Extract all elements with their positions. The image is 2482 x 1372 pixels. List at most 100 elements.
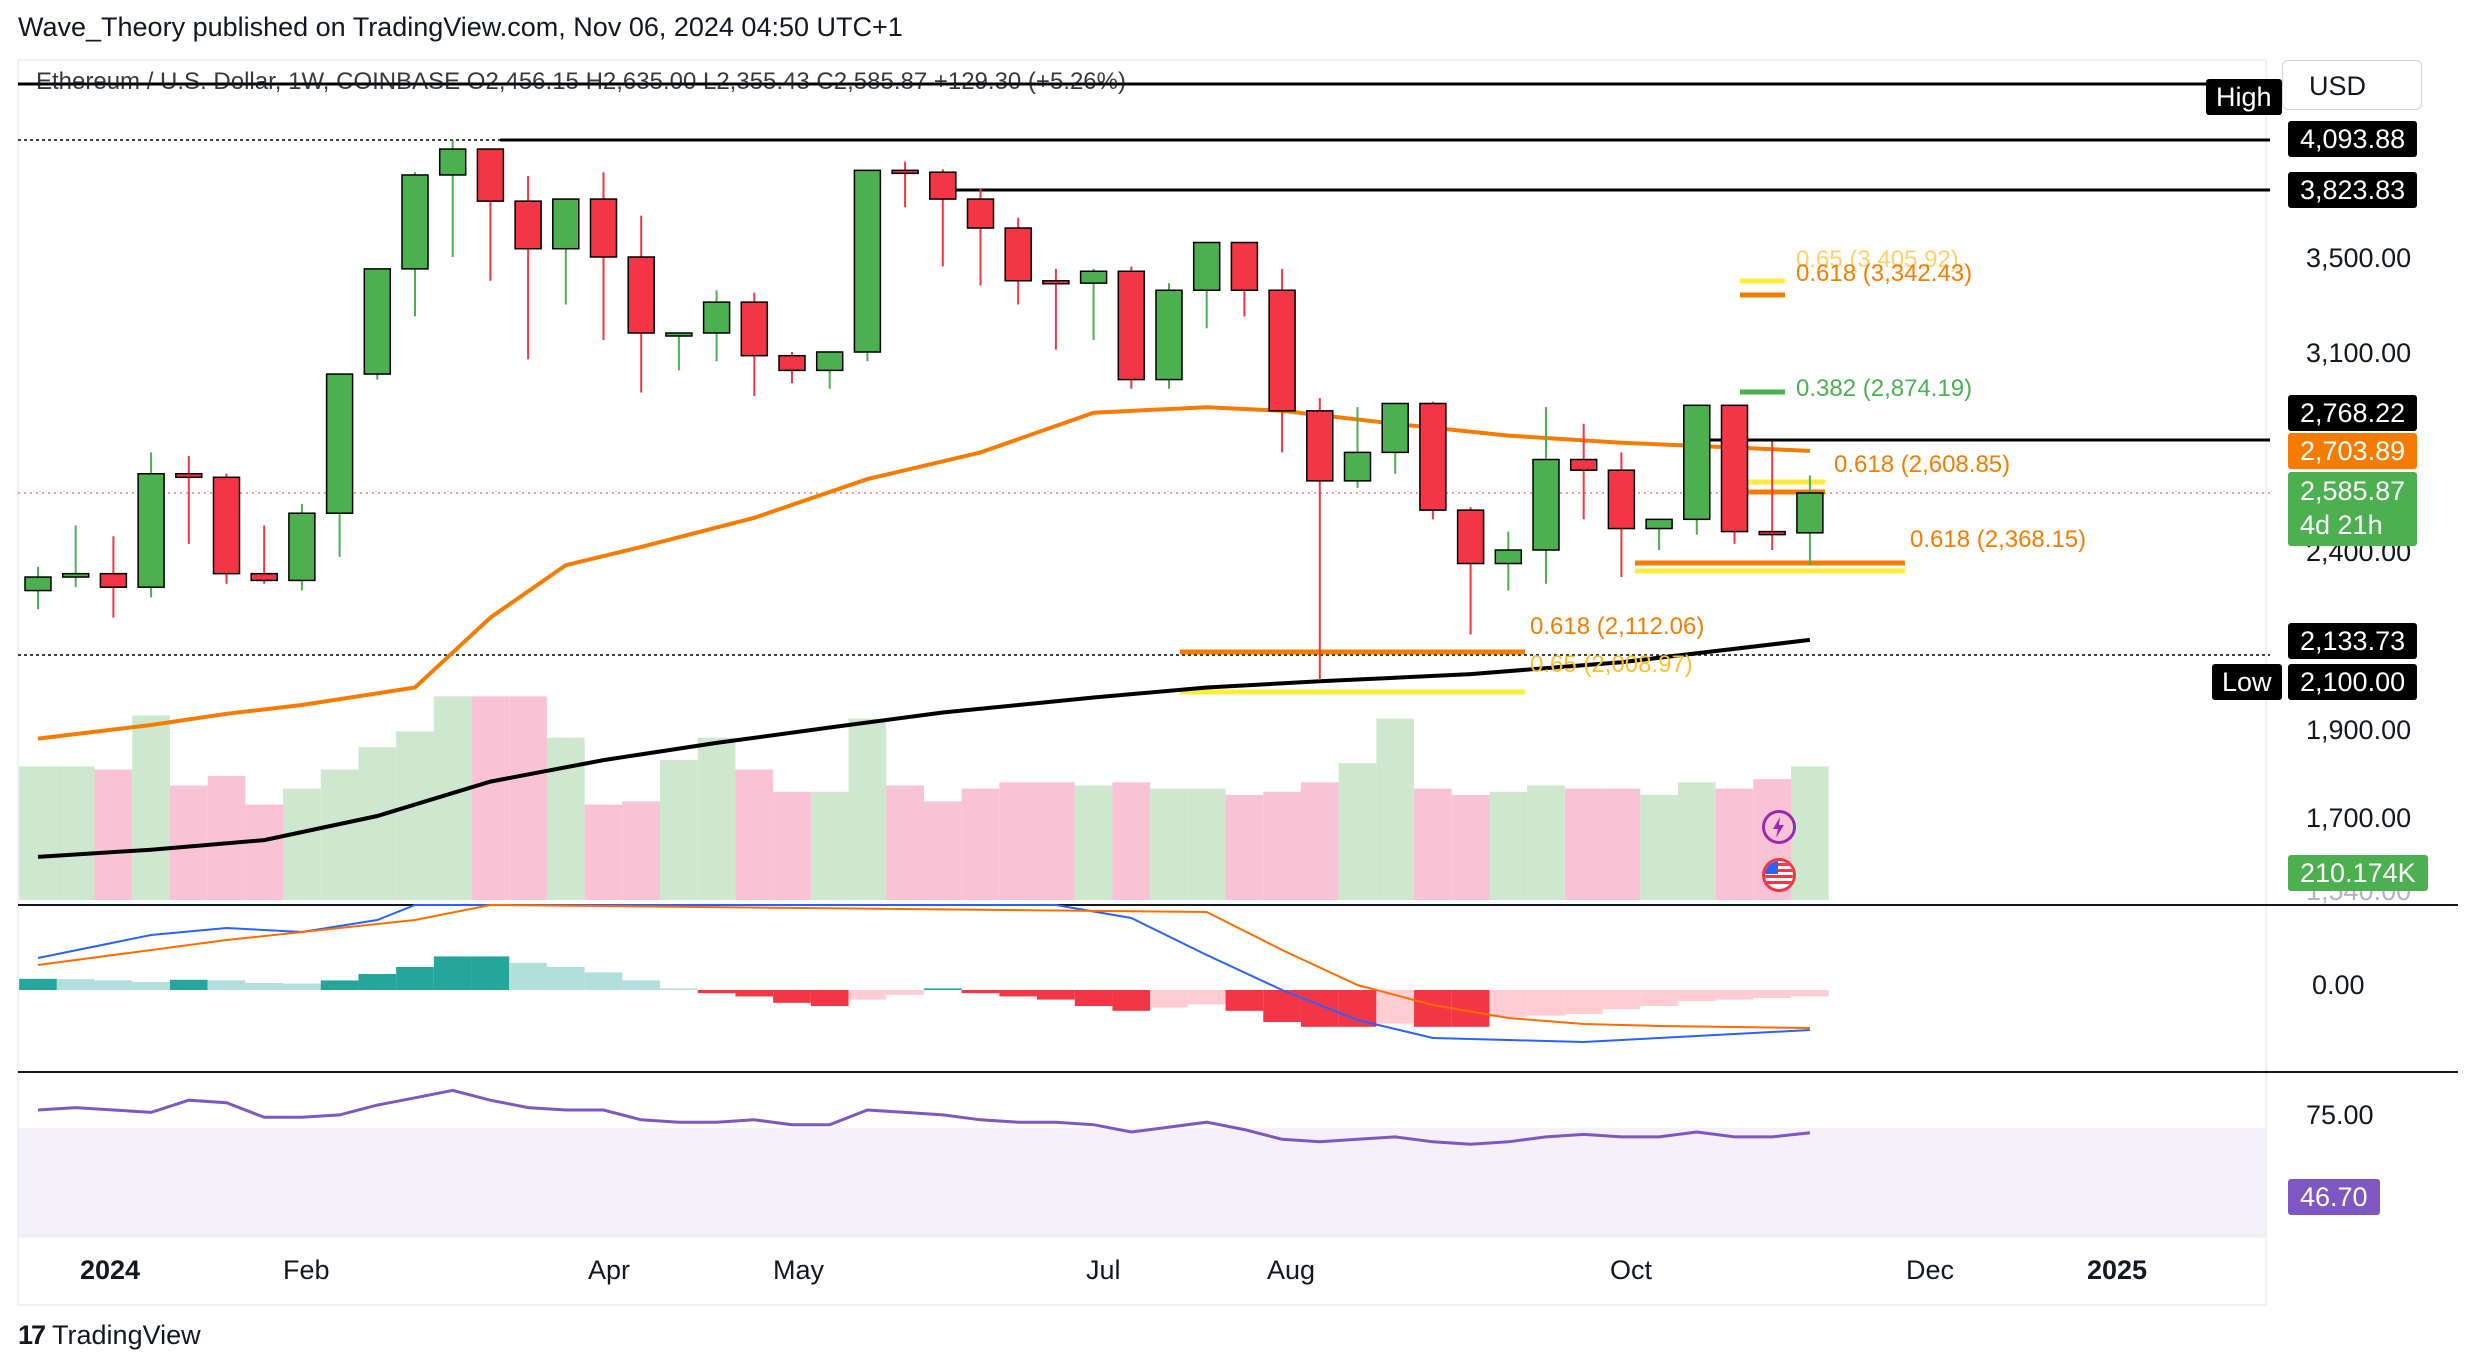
macd-histogram-bar — [697, 990, 736, 994]
candle-body — [1343, 451, 1372, 482]
candle-body — [438, 148, 467, 176]
high-price-tag: 4,093.88 — [2288, 121, 2418, 157]
candle-body — [1079, 270, 1108, 284]
fib-label-0618-mid: 0.618 (2,608.85) — [1834, 451, 2011, 478]
time-axis-label: Apr — [588, 1255, 631, 1285]
price-axis-label: 1,900.00 — [2306, 715, 2412, 745]
candle-body — [1645, 518, 1673, 530]
macd-histogram-bar — [622, 980, 661, 990]
volume-bar — [1527, 785, 1565, 900]
last-price-value: 2,585.87 — [2300, 476, 2406, 506]
candle-body — [1720, 404, 1749, 533]
volume-bar — [1263, 791, 1301, 900]
volume-tag: 210.174K — [2288, 855, 2428, 891]
price-axis-label: 1,700.00 — [2306, 803, 2412, 833]
volume-bar — [19, 766, 57, 900]
macd-histogram-bar — [546, 966, 585, 990]
price-axis-label: 3,500.00 — [2306, 243, 2412, 273]
candle-body — [702, 301, 731, 334]
candle-body — [325, 373, 354, 514]
macd-histogram-bar — [207, 980, 246, 990]
macd-histogram-bar — [1640, 990, 1678, 1006]
resistance-price-tag: 2,768.22 — [2288, 395, 2418, 431]
candle-body — [61, 572, 90, 578]
ema200-line — [37, 637, 1811, 859]
candle-body — [1042, 280, 1070, 285]
candle-body — [137, 472, 165, 588]
us-flag-icon[interactable] — [1762, 858, 1796, 892]
macd-axis-label: 0.00 — [2312, 970, 2365, 1000]
candle-body — [1381, 402, 1409, 454]
fib-label-0382: 0.382 (2,874.19) — [1796, 375, 1973, 402]
macd-histogram-bar — [1527, 990, 1565, 1016]
macd-histogram-bar — [1338, 990, 1377, 1027]
candle-body — [552, 198, 580, 250]
volume-bar — [660, 760, 698, 900]
candle-body — [589, 198, 618, 258]
volume-bar — [509, 696, 547, 900]
candle-body — [1230, 241, 1259, 291]
fib-label-065-top: 0.65 (3,405.92) — [1796, 246, 1959, 273]
volume-bar — [1187, 788, 1226, 900]
macd-histogram-bar — [660, 988, 698, 990]
volume-bar — [1338, 763, 1377, 900]
volume-bar — [207, 775, 246, 900]
candle-body — [1192, 241, 1221, 291]
volume-bar — [1677, 782, 1716, 900]
macd-histogram-bar — [1677, 990, 1716, 1002]
candle-body — [476, 148, 505, 202]
candle-body — [778, 354, 806, 372]
macd-histogram-bar — [999, 990, 1038, 997]
volume-bar — [961, 788, 1000, 900]
volume-bar — [169, 785, 208, 900]
candle-body — [1268, 289, 1296, 412]
macd-line — [37, 904, 1810, 1044]
candle-body — [1456, 509, 1485, 565]
volume-bar — [56, 766, 95, 900]
macd-histogram-bar — [1753, 990, 1792, 998]
volume-bar — [697, 737, 736, 900]
macd-histogram-bar — [1074, 990, 1113, 1006]
macd-histogram-bar — [169, 979, 208, 990]
ema50-line — [37, 405, 1810, 741]
macd-histogram-bar — [961, 990, 1000, 994]
volume-bar — [810, 791, 849, 900]
candle-body — [853, 169, 882, 353]
candle-body — [665, 332, 693, 337]
macd-histogram-bar — [56, 979, 95, 990]
macd-histogram-bar — [848, 990, 887, 1000]
macd-histogram-bar — [396, 966, 434, 990]
macd-histogram-bar — [1791, 990, 1829, 997]
candle-body — [250, 572, 278, 582]
macd-histogram-bar — [320, 980, 359, 990]
macd-histogram-bar — [471, 956, 510, 990]
candle-body — [1419, 402, 1447, 511]
volume-bar — [622, 801, 661, 900]
currency-button[interactable]: USD — [2282, 60, 2422, 110]
candle-body — [363, 268, 392, 375]
macd-histogram-bar — [132, 982, 170, 990]
volume-bar — [283, 788, 321, 900]
tradingview-brand[interactable]: 17 TradingView — [18, 1320, 201, 1351]
volume-bar — [886, 785, 924, 900]
volume-bar — [1564, 788, 1603, 900]
macd-histogram-bar — [509, 962, 547, 990]
low-price-tag: 2,100.00 — [2288, 664, 2418, 700]
volume-bar — [1112, 782, 1151, 900]
lightning-icon[interactable] — [1762, 810, 1796, 844]
macd-histogram-bar — [358, 974, 397, 990]
volume-bar — [1715, 788, 1754, 900]
macd-histogram-bar — [94, 980, 133, 990]
resistance-price-tag: 3,823.83 — [2288, 172, 2418, 208]
candle-body — [212, 476, 241, 575]
volume-bar — [848, 718, 887, 900]
macd-histogram-bar — [810, 990, 849, 1006]
candle-body — [401, 174, 429, 270]
macd-histogram-bar — [773, 990, 811, 1003]
volume-bar — [1791, 766, 1829, 900]
candle-body — [175, 472, 203, 479]
time-axis-label: Aug — [1267, 1255, 1316, 1285]
candle-body — [99, 572, 128, 588]
ohlc-legend[interactable]: Ethereum / U.S. Dollar, 1W, COINBASE O2,… — [36, 68, 1126, 95]
